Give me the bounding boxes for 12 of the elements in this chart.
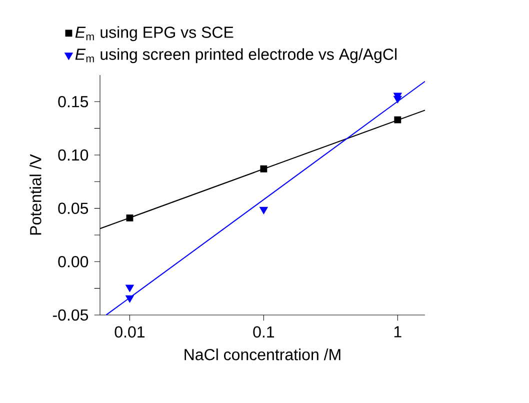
legend-label: E$_{m}$ using EPG vs SCE xyxy=(75,26,234,42)
y-tick-label: 0.05 xyxy=(58,202,88,214)
legend-label: E$_{m}$ using screen printed electrode vs Ag/AgCl xyxy=(75,48,396,64)
y-tick-label: 0.00 xyxy=(58,256,88,268)
y-tick-label: 0.15 xyxy=(58,96,88,108)
x-tick-label: 1 xyxy=(394,326,402,338)
x-tick-label: 0.1 xyxy=(253,326,274,338)
y-axis-title: Potential /V xyxy=(30,154,42,235)
x-tick-label: 0.01 xyxy=(114,326,145,338)
x-axis-title: NaCl concentration /M xyxy=(184,348,340,360)
y-tick-label: -0.05 xyxy=(52,309,88,321)
y-tick-label: 0.10 xyxy=(58,149,88,161)
